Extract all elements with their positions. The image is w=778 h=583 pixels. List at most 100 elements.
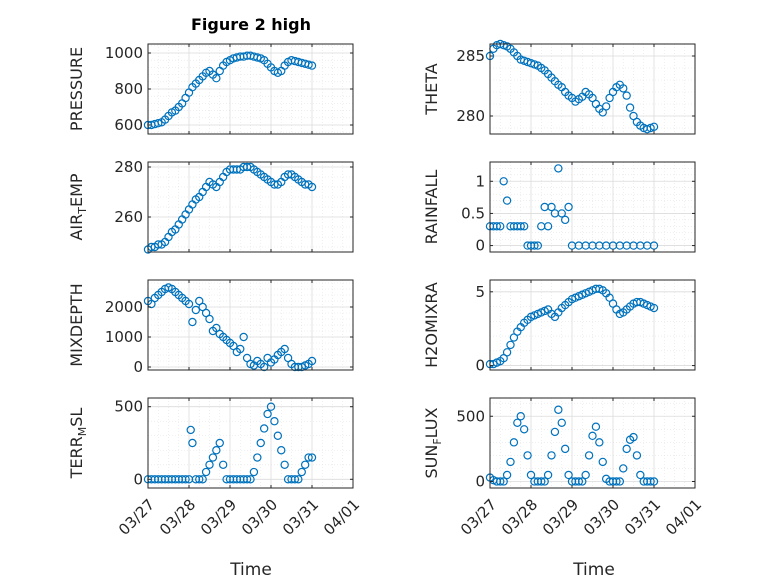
terr_msl-data-point [208,453,218,462]
subplot-air_temp: 260 280 AIRTEMP [67,158,354,254]
mixdepth-axes-box [147,279,354,371]
pressure-data-point [253,53,262,62]
theta-y-axis-label: THETA [422,63,441,115]
rainfall-data-point [499,177,508,186]
subplot-mixdepth: 0 1000 2000 MIXDEPTH [67,279,354,376]
sun_flux-axes-box [489,397,696,489]
h2omixra-y-axis-label: H2OMIXRA [422,282,441,368]
sun_flux-data-point [499,477,508,486]
theta-data-point [649,122,659,132]
rainfall-data-point [530,241,539,250]
sun_flux-data-point [564,470,573,480]
sun_flux-data-point [526,470,536,480]
sun_flux-data-point [554,405,563,414]
air_temp-axes-box [147,161,354,253]
terr_msl-data-point [242,475,252,484]
rainfall-y-tick-label: 0 [475,237,485,255]
mixdepth-data-point [307,356,317,366]
subplot-rainfall: 0 0.5 1 RAINFALL [422,161,696,255]
terr_msl-axes-box [147,397,354,489]
h2omixra-axes-box [489,279,696,371]
rainfall-y-axis-label: RAINFALL [422,170,441,245]
theta-y-tick-label: 285 [456,47,485,65]
pressure-y-tick-label: 800 [114,80,143,98]
sun_flux-data-point [550,427,560,437]
rainfall-data-point [519,222,529,231]
terr_msl-data-point [253,453,262,462]
terr_msl-data-point [256,438,265,448]
pressure-y-tick-label: 1000 [105,44,143,62]
mixdepth-data-point [239,332,248,342]
terr_msl-data-point [290,475,300,484]
mixdepth-y-tick-label: 1000 [105,328,143,346]
air_temp-y-axis-label: AIRTEMP [67,173,89,240]
sun_flux-data-point [560,444,570,454]
theta-y-axis-label-main: THETA [422,63,441,115]
sun_flux-data-point [496,477,505,486]
terr_msl-data-point [198,475,207,484]
pressure-y-axis-label: PRESSURE [67,47,86,131]
h2omixra-y-axis-label-main: H2OMIXRA [422,282,441,368]
theta-y-tick-label: 280 [456,107,485,125]
terr_msl-y-tick-label: 0 [133,470,143,488]
sun_flux-y-axis-label-main: SUN [422,445,441,479]
terr_msl-data-point [181,475,190,484]
sun_flux-data-point [646,477,655,486]
pressure-y-tick-label: 600 [114,116,143,134]
terr_msl-data-point [215,438,224,448]
rainfall-data-point [502,196,512,205]
rainfall-data-point [557,209,566,218]
sun_flux-data-point [595,438,604,447]
sun_flux-data-point [574,477,584,486]
terr_msl-y-axis-label-subscript: M [76,427,89,437]
rainfall-data-point [492,222,502,231]
sun_flux-data-point [619,464,628,473]
sun_flux-data-point [578,477,587,486]
sun_flux-y-axis-label-subscript: F [431,438,444,444]
h2omixra-data-point [649,303,659,313]
rainfall-data-point [554,164,563,173]
theta-data-point [619,84,628,93]
mixdepth-y-axis-label-main: MIXDEPTH [67,283,86,366]
sun_flux-data-point [540,477,549,486]
air_temp-y-axis-label-suffix: EMP [67,173,86,207]
figure-title: Figure 2 high [191,15,311,34]
h2omixra-y-tick-label: 0 [475,357,485,375]
h2omixra-y-tick-label: 5 [475,283,485,301]
sun_flux-data-point [636,470,645,480]
terr_msl-data-point [188,438,197,448]
mixdepth-data-point [280,344,289,354]
terr_msl-y-axis-label-suffix: SL [67,408,86,427]
sun_flux-y-axis-label-suffix: LUX [422,407,441,438]
theta-data-point [601,102,611,111]
terr_msl-data-point [294,475,303,484]
air_temp-y-tick-label: 280 [114,158,143,176]
rainfall-axes-box [489,161,696,253]
sun_flux-data-point [502,470,512,480]
mixdepth-data-point [259,362,269,372]
sun_flux-y-tick-label: 0 [475,472,485,490]
subplot-theta: 280 285 THETA [422,39,696,135]
terr_msl-y-tick-label: 500 [114,398,143,416]
terr_msl-y-axis-label-main: TERR [67,436,86,479]
theta-data-point [625,103,635,112]
terr_msl-data-point [186,425,195,435]
terr_msl-data-point [297,467,306,477]
sun_flux-data-point [581,470,590,480]
terr_msl-data-point [249,467,259,477]
terr_msl-data-point [307,453,317,462]
terr_msl-data-point [280,460,289,469]
mixdepth-y-tick-label: 0 [133,358,143,376]
terr_msl-data-point [218,460,228,469]
sun_flux-data-point [509,438,519,447]
pressure-y-axis-label-main: PRESSURE [67,47,86,131]
h2omixra-data-point [506,340,515,350]
sun_flux-data-point [557,418,566,427]
theta-axes-box [489,43,696,135]
pressure-data-point [212,73,221,83]
terr_msl-data-point [212,446,221,455]
air_temp-y-axis-label-subscript: T [76,207,89,215]
terr_msl-data-point [195,475,204,484]
mixdepth-data-point [184,299,194,309]
rainfall-y-tick-label: 0.5 [461,204,485,222]
